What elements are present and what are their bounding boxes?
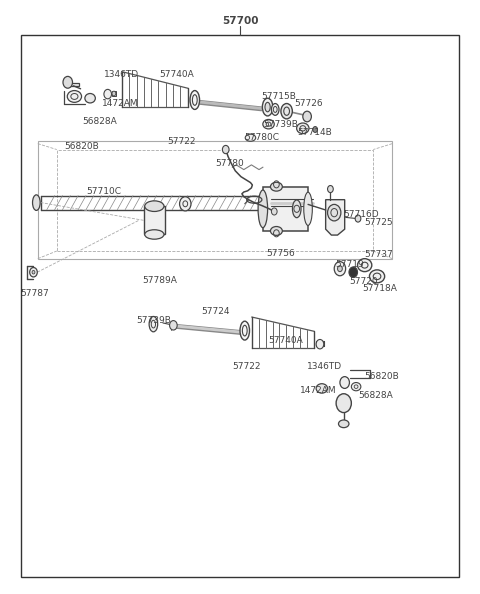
Text: 57720: 57720 xyxy=(349,277,378,286)
Text: 1472AM: 1472AM xyxy=(102,99,139,108)
Circle shape xyxy=(30,267,37,277)
Text: 1346TD: 1346TD xyxy=(104,69,140,79)
Circle shape xyxy=(349,267,358,277)
Text: 56820B: 56820B xyxy=(365,372,399,381)
Text: 57700: 57700 xyxy=(222,15,258,26)
Text: 57756: 57756 xyxy=(267,249,295,258)
Bar xyxy=(111,90,116,96)
Circle shape xyxy=(169,321,177,330)
Circle shape xyxy=(337,266,342,271)
Text: 57718A: 57718A xyxy=(363,285,397,293)
Ellipse shape xyxy=(316,384,327,393)
Text: 57726: 57726 xyxy=(295,99,324,108)
Text: 57780: 57780 xyxy=(215,159,244,169)
Ellipse shape xyxy=(270,182,282,191)
Text: 57725: 57725 xyxy=(365,219,393,228)
Text: 57716D: 57716D xyxy=(344,210,379,219)
Ellipse shape xyxy=(270,226,282,235)
Text: 57722: 57722 xyxy=(232,362,261,371)
Text: 56820B: 56820B xyxy=(64,142,99,151)
Circle shape xyxy=(340,377,349,388)
Ellipse shape xyxy=(33,195,40,210)
Ellipse shape xyxy=(265,102,270,112)
Text: 57780C: 57780C xyxy=(245,134,280,143)
Circle shape xyxy=(63,77,72,88)
Circle shape xyxy=(316,339,324,349)
Text: 57740A: 57740A xyxy=(159,69,194,79)
Ellipse shape xyxy=(263,98,273,116)
Circle shape xyxy=(271,208,277,215)
Ellipse shape xyxy=(240,321,250,340)
Text: 57714B: 57714B xyxy=(297,128,332,137)
Ellipse shape xyxy=(292,200,301,217)
Text: 57722: 57722 xyxy=(168,137,196,146)
Circle shape xyxy=(112,91,116,96)
Polygon shape xyxy=(325,200,345,235)
Ellipse shape xyxy=(304,192,312,225)
Text: 57789A: 57789A xyxy=(143,276,177,285)
Circle shape xyxy=(313,127,318,132)
Circle shape xyxy=(334,261,346,276)
Text: 57739B: 57739B xyxy=(263,121,298,129)
Ellipse shape xyxy=(144,230,164,239)
Text: 57724: 57724 xyxy=(201,307,229,316)
Text: 57719: 57719 xyxy=(335,260,364,268)
Text: 56828A: 56828A xyxy=(82,117,117,126)
Polygon shape xyxy=(69,84,79,86)
Ellipse shape xyxy=(85,93,96,103)
Ellipse shape xyxy=(144,201,164,211)
Text: 1472AM: 1472AM xyxy=(300,386,336,395)
Ellipse shape xyxy=(338,420,349,428)
Ellipse shape xyxy=(358,258,372,271)
Ellipse shape xyxy=(149,317,158,332)
Text: 57737: 57737 xyxy=(365,249,394,258)
Circle shape xyxy=(303,111,312,122)
Text: 1346TD: 1346TD xyxy=(307,362,342,371)
Ellipse shape xyxy=(271,103,279,115)
Circle shape xyxy=(222,146,229,154)
Circle shape xyxy=(180,197,191,211)
Text: 56828A: 56828A xyxy=(358,391,393,400)
Ellipse shape xyxy=(281,103,292,119)
Text: 57740A: 57740A xyxy=(268,336,303,345)
Ellipse shape xyxy=(297,123,309,134)
Ellipse shape xyxy=(370,270,384,283)
Text: 57710C: 57710C xyxy=(86,187,121,195)
Circle shape xyxy=(355,215,361,222)
Ellipse shape xyxy=(245,134,256,141)
Text: 57739B: 57739B xyxy=(136,317,171,326)
Ellipse shape xyxy=(263,119,274,129)
Circle shape xyxy=(327,204,341,221)
Text: 57715B: 57715B xyxy=(262,92,296,101)
Circle shape xyxy=(104,89,111,99)
Ellipse shape xyxy=(190,90,200,109)
Ellipse shape xyxy=(67,90,82,102)
Bar xyxy=(38,141,392,258)
Circle shape xyxy=(336,394,351,413)
Circle shape xyxy=(32,270,35,274)
Text: 57787: 57787 xyxy=(20,289,49,298)
Bar xyxy=(57,150,373,251)
Ellipse shape xyxy=(258,190,267,228)
Ellipse shape xyxy=(351,383,361,391)
Circle shape xyxy=(327,185,333,192)
Bar xyxy=(263,187,308,231)
Bar xyxy=(144,206,165,235)
